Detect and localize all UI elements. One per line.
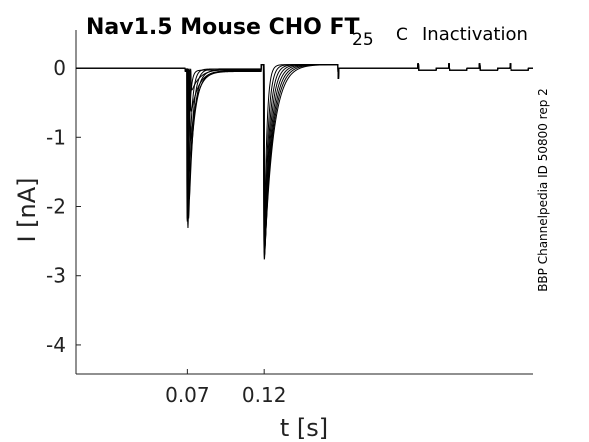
- trace-line: [76, 63, 533, 238]
- y-tick-label: -3: [46, 264, 66, 288]
- trace-line: [76, 63, 533, 259]
- x-tick-label: 0.07: [165, 383, 210, 407]
- y-ticks: 0 -1 -2 -3 -4: [46, 56, 81, 357]
- side-annotation: BBP Channelpedia ID 50800 rep 2: [536, 88, 550, 292]
- trace-line: [76, 63, 533, 253]
- y-tick-label: -1: [46, 125, 66, 149]
- x-tick-label: 0.12: [242, 383, 287, 407]
- traces: [76, 63, 533, 260]
- chart-title: Nav1.5 Mouse CHO FT: [86, 15, 360, 40]
- chart-title-suffix: Inactivation: [422, 24, 528, 45]
- x-ticks: 0.07 0.12: [165, 369, 286, 407]
- trace-line: [76, 63, 533, 247]
- trace-line: [76, 63, 533, 253]
- y-tick-label: -2: [46, 194, 66, 218]
- y-axis-label: I [nA]: [13, 177, 41, 242]
- x-axis-label: t [s]: [280, 414, 328, 442]
- y-tick-label: 0: [53, 56, 66, 80]
- trace-line: [76, 63, 533, 260]
- trace-line: [76, 63, 533, 241]
- chart-title-unit: C: [396, 25, 408, 45]
- trace-line: [76, 63, 533, 255]
- y-tick-label: -4: [46, 333, 66, 357]
- chart-title-subscript: 25: [352, 30, 374, 50]
